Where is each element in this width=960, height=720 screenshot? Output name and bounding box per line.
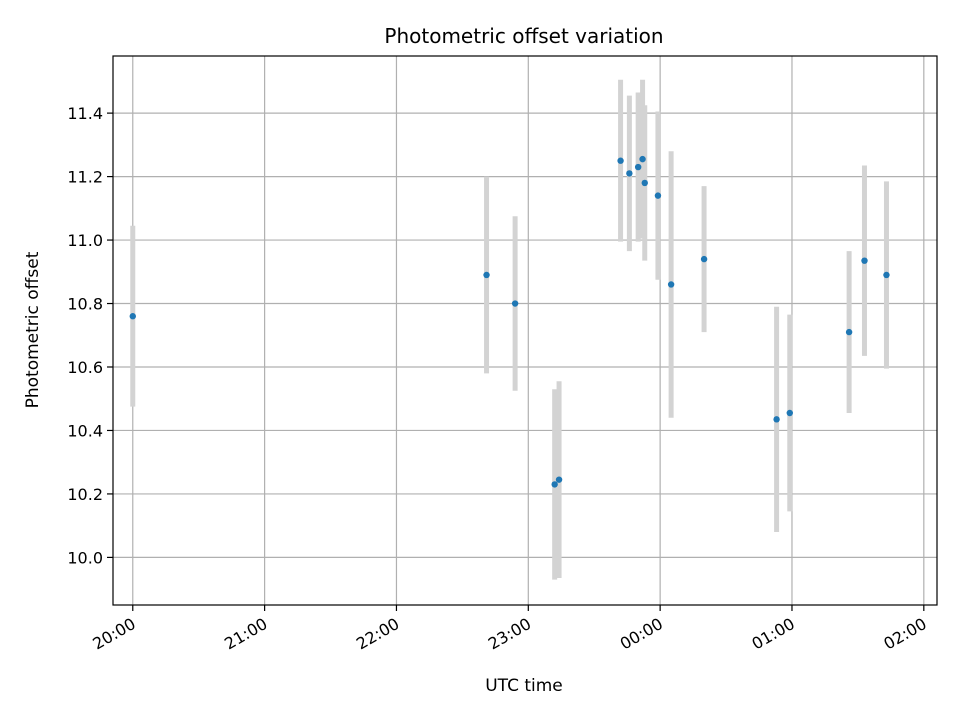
x-tick-label: 01:00 [749,614,798,654]
data-point [667,281,675,288]
x-tick-label: 02:00 [880,614,929,654]
x-tick-label: 23:00 [485,614,534,654]
error-bars [130,79,889,580]
data-point [511,300,519,307]
data-point [700,255,708,263]
y-tick-label: 11.4 [67,104,103,123]
data-point [483,271,490,279]
data-point [634,163,642,171]
data-point [641,179,648,187]
y-tick-label: 11.2 [67,168,103,187]
data-point [551,481,558,488]
y-tick-label: 11.0 [67,231,103,250]
x-axis-ticks: 20:00 21:00 22:00 23:00 00:00 01:00 02:00 [89,605,930,654]
grid-lines [113,56,937,605]
data-point [617,157,624,164]
x-tick-label: 22:00 [353,614,402,654]
x-axis-label: UTC time [485,676,563,696]
y-tick-label: 10.4 [67,421,103,440]
data-point [861,257,868,264]
data-point [773,416,780,423]
data-point [639,155,646,163]
data-point [654,192,662,199]
y-tick-label: 10.8 [67,295,103,314]
x-tick-label: 20:00 [89,614,138,654]
y-axis-ticks: 10.0 10.2 10.4 10.6 10.8 11.0 11.2 11.4 [67,104,113,567]
x-tick-label: 21:00 [221,614,270,654]
chart-title: Photometric offset variation [384,24,663,48]
y-tick-label: 10.6 [67,358,103,377]
y-tick-label: 10.2 [67,485,103,504]
data-point [555,476,563,483]
y-axis-label: Photometric offset [23,251,43,408]
data-point [786,409,793,417]
x-tick-label: 00:00 [617,614,666,654]
data-points [129,155,890,488]
y-tick-label: 10.0 [67,548,103,567]
data-point [845,328,853,336]
data-point [626,170,633,177]
data-point [129,313,136,320]
data-point [883,271,890,279]
plot-frame [112,55,938,606]
